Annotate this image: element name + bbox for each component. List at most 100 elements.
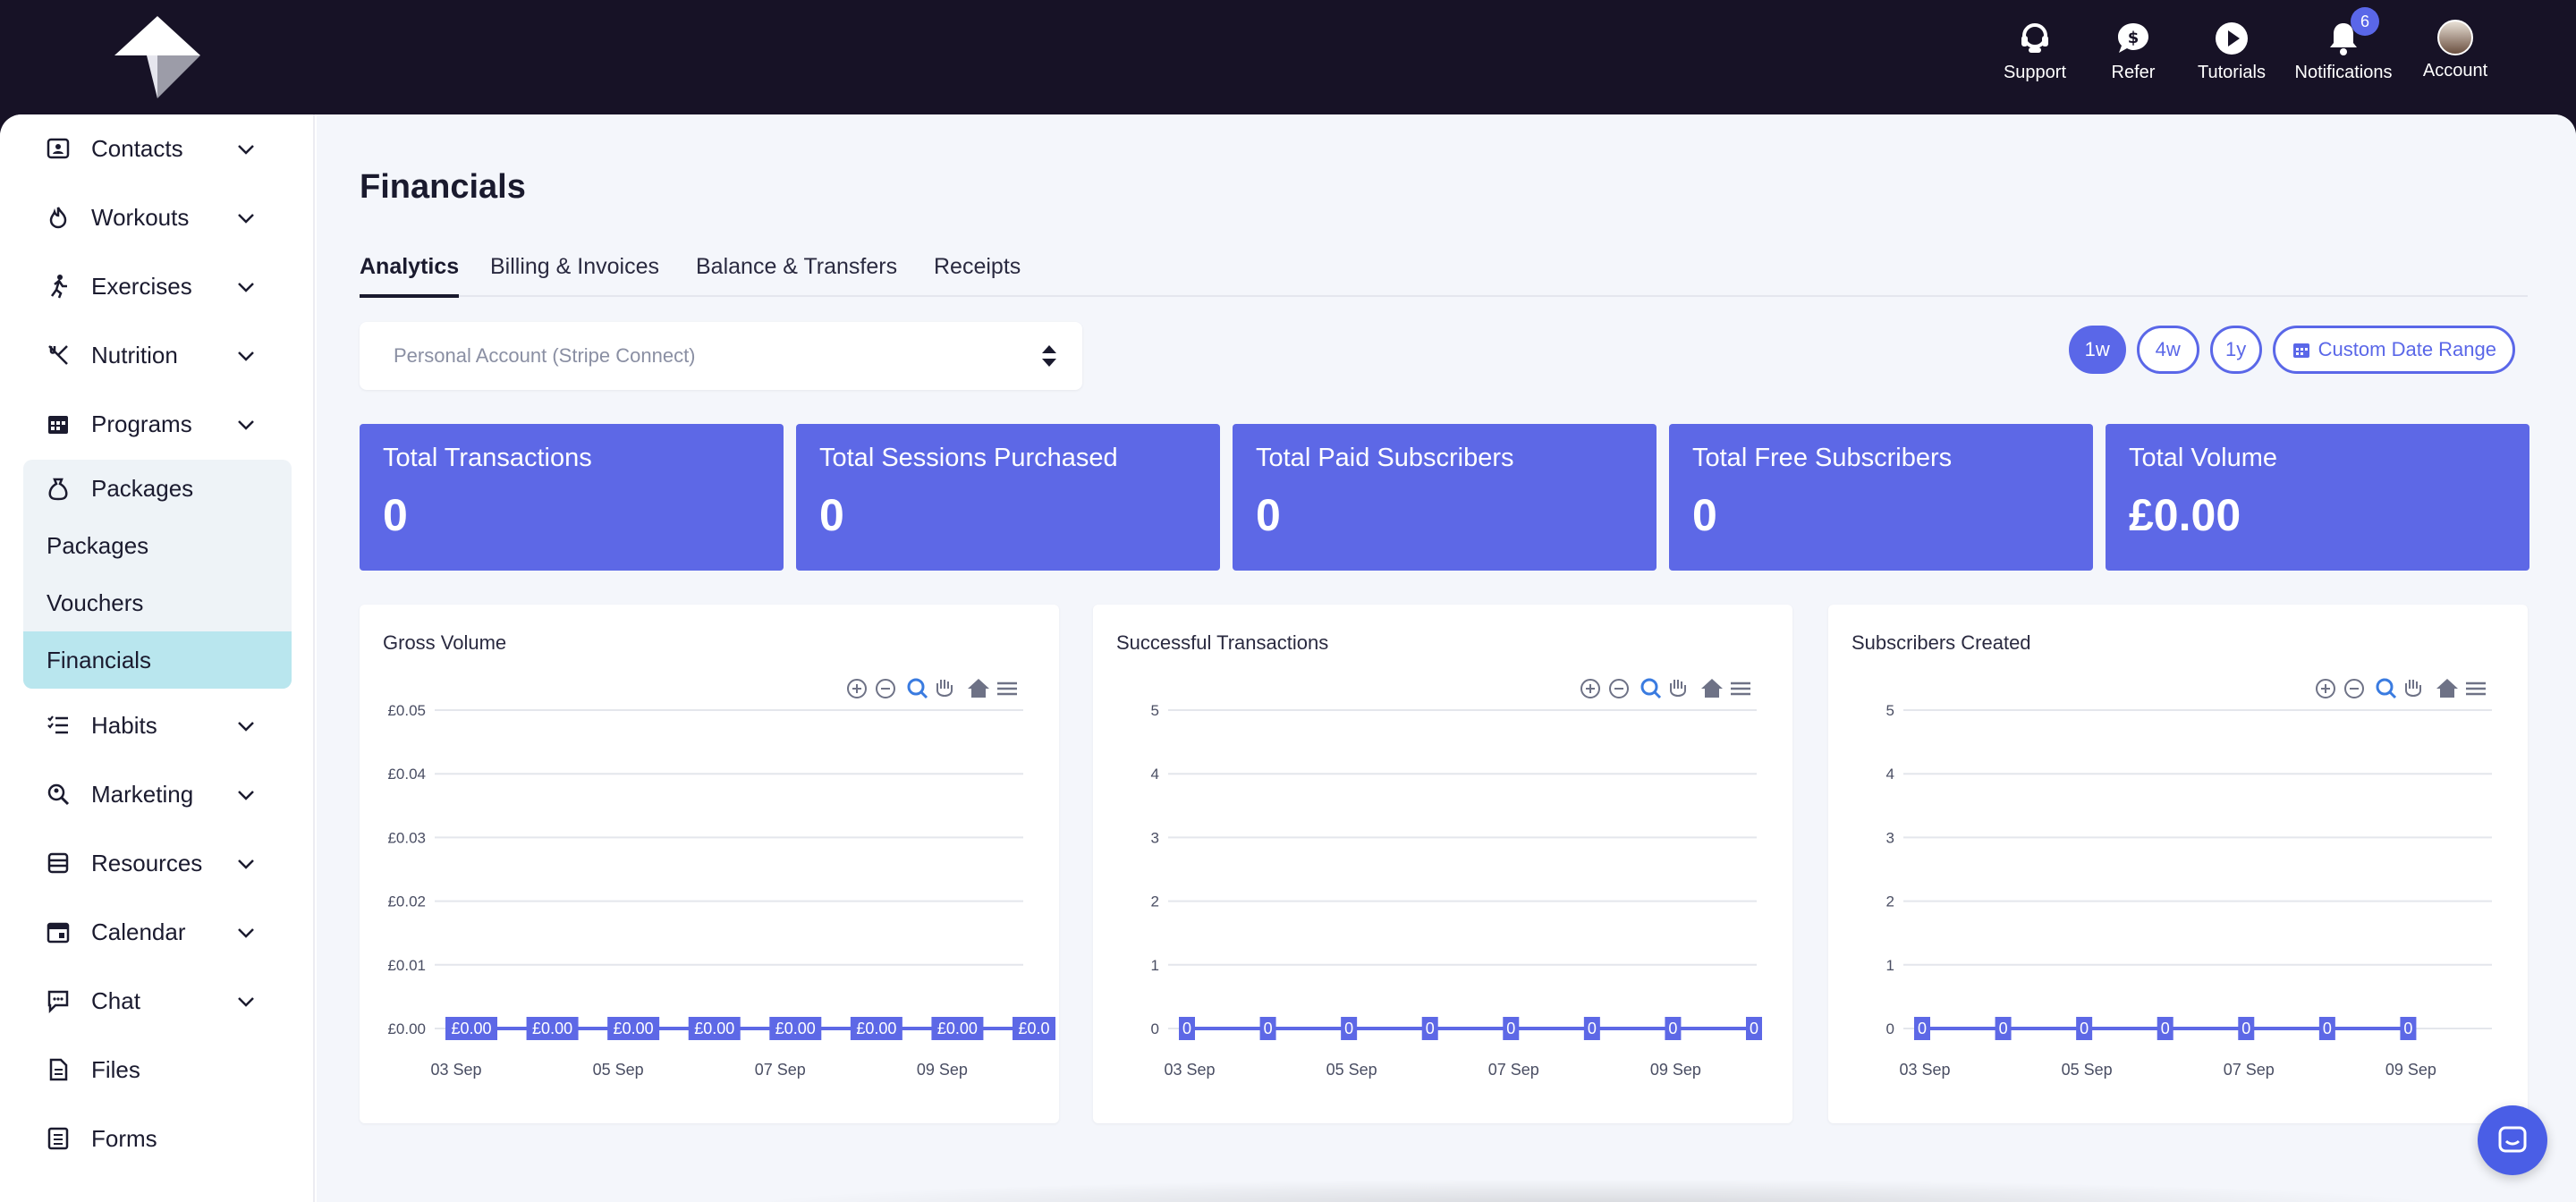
home-icon-shape xyxy=(968,679,989,698)
sidebar-subitem-financials[interactable]: Financials xyxy=(23,631,292,689)
data-label: 0 xyxy=(1918,1020,1927,1037)
calendar-grid-icon xyxy=(48,416,68,434)
home-icon-shape xyxy=(1701,679,1723,698)
account-link[interactable]: Account xyxy=(2406,20,2504,83)
brand-logo[interactable] xyxy=(114,14,200,100)
support-link[interactable]: Support xyxy=(1986,20,2084,83)
chat-launcher-button[interactable] xyxy=(2478,1105,2547,1175)
data-label-box xyxy=(2157,1017,2174,1040)
y-tick-label: 1 xyxy=(1886,957,1894,974)
sidebar-label-marketing: Marketing xyxy=(91,780,194,808)
data-label-box xyxy=(2400,1017,2417,1040)
zoom-in-icon-ring xyxy=(2316,679,2335,698)
data-label: £0.0 xyxy=(1018,1020,1049,1037)
data-label-box xyxy=(1259,1017,1276,1040)
zoom-in-icon[interactable] xyxy=(847,679,867,698)
zoom-select-icon-handle xyxy=(2388,690,2397,699)
stat-value: £0.00 xyxy=(2129,490,2241,540)
stat-label: Total Sessions Purchased xyxy=(819,444,1118,472)
sidebar-item-contacts[interactable]: Contacts xyxy=(23,122,292,175)
zoom-select-icon[interactable] xyxy=(2376,678,2397,699)
stat-label: Total Transactions xyxy=(383,444,592,472)
data-label-box xyxy=(1665,1017,1682,1040)
data-label-box xyxy=(1503,1017,1520,1040)
sidebar-label-chat: Chat xyxy=(91,986,140,1014)
sidebar-subitem-packages[interactable]: Packages xyxy=(23,517,292,574)
tutorials-link[interactable]: Tutorials xyxy=(2182,20,2281,83)
menu-icon[interactable] xyxy=(1731,681,1750,696)
account-label: Account xyxy=(2422,61,2488,80)
sidebar-item-workouts[interactable]: Workouts xyxy=(23,190,292,244)
data-label: £0.00 xyxy=(532,1020,572,1037)
y-tick-label: £0.00 xyxy=(387,1020,426,1037)
tab-analytics[interactable]: Analytics xyxy=(360,254,460,298)
data-label-box xyxy=(2076,1017,2093,1040)
zoom-out-icon[interactable] xyxy=(2344,679,2364,698)
range-1y-button[interactable]: 1y xyxy=(2209,326,2262,374)
custom-date-range-button[interactable]: Custom Date Range xyxy=(2272,326,2515,374)
range-4w-button[interactable]: 4w xyxy=(2136,326,2199,374)
menu-icon[interactable] xyxy=(997,681,1017,696)
home-icon[interactable] xyxy=(2436,679,2458,698)
sidebar-item-calendar[interactable]: Calendar xyxy=(23,905,292,959)
zoom-out-icon-ring xyxy=(2344,679,2364,698)
notifications-link[interactable]: Notifications 6 xyxy=(2281,7,2406,83)
app-shell: Contacts Workouts Exercises Nutrition Pr… xyxy=(0,114,2576,1202)
zoom-out-icon[interactable] xyxy=(876,679,895,698)
chart-card-gross-volume: £0.05 £0.04 £0.03 £0.02 £0.01 £0.00 £0.00 £0.00… xyxy=(360,605,1059,1123)
top-nav: Support $ Refer Tutorials Notifications … xyxy=(1986,7,2504,83)
chat-bubble-icon xyxy=(47,990,69,1013)
custom-date-range-label: Custom Date Range xyxy=(2318,338,2496,360)
chart-card-subscribers-created: 5 4 3 2 1 0 0 0 0 0 0 0 0 03 Sep 05 Sep 07 Sep 09 Sep Su… xyxy=(1828,605,2528,1123)
sidebar-item-exercises[interactable]: Exercises xyxy=(23,259,292,313)
sidebar-label-habits: Habits xyxy=(91,711,157,739)
stat-label: Total Free Subscribers xyxy=(1692,444,1953,472)
sidebar-label-forms: Forms xyxy=(91,1124,157,1152)
chat-widget-icon xyxy=(2498,1126,2527,1153)
sidebar-item-forms[interactable]: Forms xyxy=(23,1112,292,1165)
sidebar-item-chat[interactable]: Chat xyxy=(23,974,292,1028)
x-tick-label: 05 Sep xyxy=(1326,1061,1377,1079)
home-icon[interactable] xyxy=(1701,679,1723,698)
sidebar-item-packages-group[interactable]: Packages xyxy=(23,461,292,515)
pan-hand-icon[interactable] xyxy=(2405,680,2421,697)
sidebar-item-nutrition[interactable]: Nutrition xyxy=(23,328,292,382)
pan-hand-icon[interactable] xyxy=(936,680,953,697)
chevron-down-icon xyxy=(238,351,254,361)
zoom-in-icon[interactable] xyxy=(2316,679,2335,698)
menu-icon[interactable] xyxy=(2466,681,2486,696)
x-tick-label: 09 Sep xyxy=(1650,1061,1701,1079)
pan-hand-icon[interactable] xyxy=(1670,680,1686,697)
zoom-select-icon-handle xyxy=(1653,690,1662,699)
tab-receipts[interactable]: Receipts xyxy=(934,254,1021,279)
refer-link[interactable]: $ Refer xyxy=(2084,20,2182,83)
range-1w-button[interactable]: 1w xyxy=(2068,326,2126,374)
sidebar-subitem-vouchers[interactable]: Vouchers xyxy=(23,574,292,631)
data-label: 0 xyxy=(1588,1020,1597,1037)
x-tick-label: 03 Sep xyxy=(430,1061,481,1079)
archive-icon xyxy=(47,852,69,874)
home-icon[interactable] xyxy=(968,679,989,698)
zoom-out-icon[interactable] xyxy=(1609,679,1629,698)
zoom-in-icon[interactable] xyxy=(1580,679,1600,698)
zoom-out-icon-ring xyxy=(876,679,895,698)
sidebar-label-calendar: Calendar xyxy=(91,918,186,945)
sidebar-item-habits[interactable]: Habits xyxy=(23,698,292,752)
data-label-box xyxy=(1583,1017,1600,1040)
zoom-select-icon[interactable] xyxy=(907,678,928,699)
sidebar-sublabel-packages: Packages xyxy=(47,531,149,559)
data-label-box xyxy=(931,1017,984,1040)
sidebar-item-files[interactable]: Files xyxy=(23,1043,292,1096)
sidebar-item-resources[interactable]: Resources xyxy=(23,836,292,890)
flame-icon xyxy=(49,207,67,229)
data-label-box xyxy=(1013,1017,1055,1040)
y-tick-label: 3 xyxy=(1886,829,1894,846)
data-label: 0 xyxy=(1999,1020,2008,1037)
sidebar-item-programs[interactable]: Programs xyxy=(23,397,292,451)
account-select[interactable]: Personal Account (Stripe Connect) xyxy=(360,322,1082,390)
tab-billing-invoices[interactable]: Billing & Invoices xyxy=(490,254,659,279)
zoom-select-icon-lens xyxy=(1640,678,1658,696)
zoom-select-icon[interactable] xyxy=(1640,678,1662,699)
sidebar-item-marketing[interactable]: Marketing xyxy=(23,767,292,821)
tab-balance-transfers[interactable]: Balance & Transfers xyxy=(696,254,898,279)
